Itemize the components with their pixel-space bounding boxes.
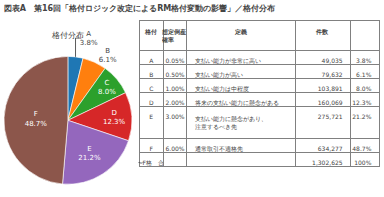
svg-text:160,069: 160,069: [318, 99, 343, 106]
svg-text:1,302,625: 1,302,625: [312, 159, 343, 166]
svg-text:1.00%: 1.00%: [165, 85, 184, 92]
svg-text:0.05%: 0.05%: [165, 57, 184, 64]
svg-text:49,035: 49,035: [322, 57, 343, 64]
svg-text:3.00%: 3.00%: [165, 113, 184, 120]
svg-text:支払い能力に懸念があり、注意するべき先: 支払い能力に懸念があり、注意するべき先: [195, 115, 267, 131]
svg-text:想定倒産確率: 想定倒産確率: [162, 28, 186, 43]
svg-text:48.7%: 48.7%: [352, 145, 371, 152]
svg-text:図表A 第16回「格付ロジック改定によるRM格付変動の影響」: 図表A 第16回「格付ロジック改定によるRM格付変動の影響」／格付分布: [4, 3, 275, 13]
svg-text:634,277: 634,277: [318, 145, 343, 152]
svg-text:12.3%: 12.3%: [352, 99, 371, 106]
svg-text:支払い能力が高い: 支払い能力が高い: [195, 71, 243, 78]
svg-text:6.00%: 6.00%: [165, 145, 184, 152]
svg-text:D: D: [149, 99, 154, 106]
svg-text:8.0%: 8.0%: [356, 85, 372, 92]
svg-text:275,721: 275,721: [318, 113, 343, 120]
svg-text:A〜F格 合計: A〜F格 合計: [138, 159, 164, 166]
svg-text:件数: 件数: [315, 28, 329, 36]
svg-text:B6.1%: B6.1%: [99, 47, 117, 64]
svg-text:3.8%: 3.8%: [356, 57, 372, 64]
svg-text:21.2%: 21.2%: [352, 113, 371, 120]
svg-text:E: E: [149, 113, 153, 120]
svg-text:D12.3%: D12.3%: [103, 109, 126, 126]
svg-text:格付: 格付: [144, 28, 157, 35]
svg-text:C8.0%: C8.0%: [98, 79, 116, 96]
svg-text:定義: 定義: [234, 28, 247, 36]
svg-text:B: B: [149, 71, 153, 78]
svg-text:103,891: 103,891: [318, 85, 343, 92]
svg-text:E21.2%: E21.2%: [78, 145, 101, 162]
svg-text:6.1%: 6.1%: [356, 71, 372, 78]
svg-text:将来の支払い能力に懸念がある: 将来の支払い能力に懸念がある: [194, 99, 279, 107]
svg-text:A3.8%: A3.8%: [80, 30, 98, 47]
svg-text:A: A: [149, 57, 154, 64]
svg-text:通常取引不適格先: 通常取引不適格先: [195, 145, 243, 152]
svg-text:0.50%: 0.50%: [165, 71, 184, 78]
svg-text:支払い能力が非常に高い: 支払い能力が非常に高い: [195, 57, 261, 64]
svg-text:C: C: [149, 85, 153, 92]
svg-text:F: F: [150, 145, 154, 152]
svg-text:100%: 100%: [354, 159, 371, 166]
svg-text:2.00%: 2.00%: [165, 99, 184, 106]
svg-text:F48.7%: F48.7%: [25, 110, 48, 127]
svg-text:79,632: 79,632: [322, 71, 343, 78]
svg-text:支払い能力は中程度: 支払い能力は中程度: [195, 85, 249, 92]
svg-text:格付分布: 格付分布: [51, 31, 84, 40]
